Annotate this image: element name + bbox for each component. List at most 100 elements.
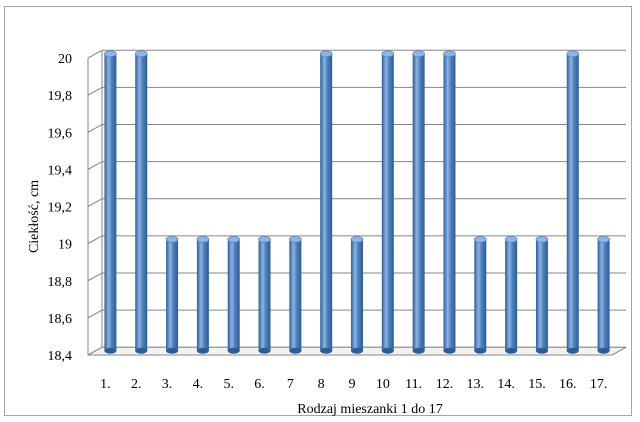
x-tick-label: 10 — [376, 377, 390, 392]
bar-9 — [350, 236, 364, 354]
x-tick-label: 8 — [318, 377, 325, 392]
bar-top — [258, 236, 271, 243]
x-tick-label: 5. — [223, 377, 234, 392]
bar-top — [227, 236, 241, 243]
bar-body — [227, 239, 240, 351]
bar-base — [166, 347, 179, 354]
bar-base — [505, 347, 518, 354]
x-tick-label: 14. — [497, 377, 515, 392]
bar-11. — [412, 50, 425, 354]
bar-top — [535, 236, 549, 243]
bar-base — [535, 347, 548, 354]
gridline-depth — [87, 124, 103, 133]
bar-base — [104, 347, 117, 354]
bar-body — [320, 53, 333, 351]
bar-body — [289, 239, 302, 351]
bar-6. — [258, 236, 271, 354]
bar-1. — [104, 50, 117, 354]
y-tick-label: 19 — [58, 238, 72, 253]
bar-body — [351, 239, 363, 351]
bar-base — [227, 347, 240, 354]
y-axis-title: Ciekłość, cm — [27, 180, 42, 253]
x-tick-label: 12. — [436, 377, 454, 392]
x-tick-label: 2. — [131, 377, 142, 392]
bar-5. — [227, 236, 241, 354]
bar-body — [412, 53, 425, 351]
bar-3. — [165, 236, 179, 354]
bar-base — [443, 347, 456, 354]
bar-body — [104, 53, 117, 351]
x-tick-label: 11. — [405, 377, 422, 392]
bars — [104, 50, 610, 354]
bar-top — [597, 236, 610, 243]
bar-base — [412, 347, 425, 354]
y-tick-label: 19,2 — [48, 201, 73, 216]
bar-top — [289, 236, 302, 243]
bar-base — [474, 347, 487, 354]
bar-4. — [196, 236, 210, 354]
bar-base — [381, 347, 394, 354]
bar-body — [381, 53, 394, 351]
bar-body — [196, 239, 209, 351]
x-tick-label: 3. — [162, 377, 173, 392]
bar-base — [351, 347, 363, 354]
x-tick-label: 17. — [590, 377, 608, 392]
bar-2. — [134, 50, 148, 354]
bar-base — [597, 347, 610, 354]
y-tick-label: 18,8 — [48, 275, 73, 290]
gridline-depth — [87, 272, 103, 282]
gridline-depth — [87, 198, 103, 207]
gridline-depth — [87, 161, 103, 170]
x-tick-label: 16. — [559, 377, 577, 392]
y-tick-labels: 18,4 18,6 18,8 19 19,2 19,4 19,6 19,8 20 — [48, 52, 73, 364]
bar-body — [258, 239, 271, 351]
bar-base — [289, 347, 302, 354]
x-tick-label: 4. — [193, 377, 204, 392]
bar-16. — [566, 50, 580, 354]
bar-base — [135, 347, 148, 354]
bar-8 — [319, 50, 333, 354]
bar-base — [320, 347, 333, 354]
x-tick-labels: 1. 2. 3. 4. 5. 6. 7 8 9 10 11. 12. 13. 14. 15. 16. 17. — [100, 377, 607, 392]
bar-body — [166, 239, 179, 351]
bar-body — [443, 53, 456, 351]
x-tick-label: 9 — [349, 377, 356, 392]
bar-top — [412, 50, 425, 58]
x-tick-label: 15. — [528, 377, 546, 392]
gridline-depth — [87, 49, 103, 59]
bar-top — [443, 50, 456, 58]
bar-14. — [504, 236, 518, 354]
bar-body — [535, 239, 548, 351]
bar-top — [566, 50, 580, 58]
bar-body — [474, 239, 487, 351]
gridline-depth — [87, 235, 103, 245]
bar-body — [597, 239, 610, 351]
y-tick-label: 19,8 — [48, 89, 73, 104]
bar-base — [196, 347, 209, 354]
bar-12. — [443, 50, 456, 354]
bar-top — [473, 236, 487, 243]
x-tick-label: 13. — [467, 377, 485, 392]
bar-body — [135, 53, 148, 351]
bar-base — [258, 347, 271, 354]
bar-top — [104, 50, 117, 58]
y-tick-label: 18,6 — [48, 312, 73, 327]
y-tick-label: 19,6 — [48, 126, 73, 141]
bar-base — [566, 347, 579, 354]
x-tick-label: 6. — [254, 377, 265, 392]
bar-13. — [473, 236, 487, 354]
bar-top — [196, 236, 210, 243]
bar-top — [350, 236, 364, 243]
bar-body — [505, 239, 518, 351]
bar-7 — [289, 236, 302, 354]
gridline-depth — [87, 86, 103, 96]
gridline-depth — [87, 309, 103, 319]
x-tick-label: 7 — [287, 377, 294, 392]
bar-body — [566, 53, 579, 351]
bar-top — [165, 236, 179, 243]
bar-top — [504, 236, 518, 243]
bar-top — [319, 50, 333, 58]
y-tick-label: 20 — [58, 52, 72, 67]
bar-top — [134, 50, 148, 58]
